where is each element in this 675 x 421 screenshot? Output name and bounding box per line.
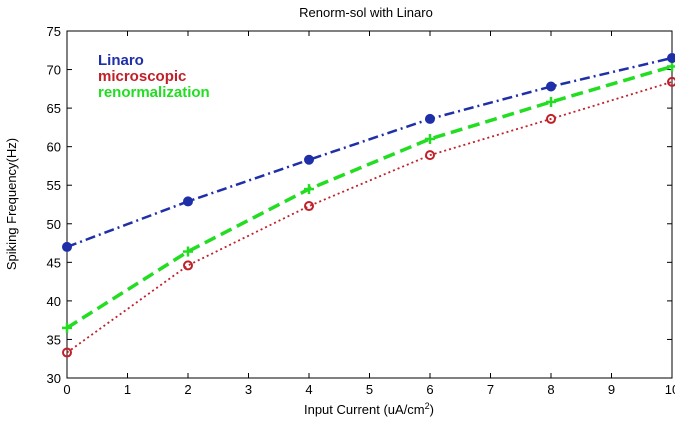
data-point-microscopic — [62, 347, 72, 358]
data-point-microscopic — [667, 76, 675, 87]
x-tick-label: 7 — [487, 382, 494, 397]
x-axis-label: Input Current (uA/cm2) — [304, 401, 434, 417]
y-tick-label: 60 — [47, 140, 61, 155]
plot-area — [66, 30, 673, 379]
data-point-renormalization — [546, 96, 556, 107]
x-axis-label-close: ) — [430, 402, 434, 417]
series-line-renormalization — [66, 64, 673, 330]
chart-title: Renorm-sol with Linaro — [299, 5, 433, 20]
data-point-linaro — [304, 154, 314, 165]
legend-entry-microscopic: microscopic — [98, 68, 186, 85]
x-tick-label: 1 — [124, 382, 131, 397]
data-point-microscopic — [425, 150, 435, 161]
y-tick-label: 40 — [47, 294, 61, 309]
data-point-renormalization — [667, 61, 675, 72]
data-point-microscopic — [546, 113, 556, 124]
x-tick-label: 2 — [184, 382, 191, 397]
data-point-linaro — [546, 81, 556, 92]
x-tick-label: 8 — [547, 382, 554, 397]
y-tick-label: 50 — [47, 217, 61, 232]
series-microscopic — [62, 76, 675, 358]
x-axis-label-text: Input Current (uA/cm — [304, 402, 425, 417]
x-tick-label: 3 — [245, 382, 252, 397]
y-tick-label: 35 — [47, 332, 61, 347]
data-point-linaro — [425, 113, 435, 124]
series-renormalization — [62, 61, 675, 333]
data-point-linaro — [62, 241, 72, 252]
y-axis-label: Spiking Frequency(Hz) — [4, 138, 19, 270]
data-point-microscopic — [183, 260, 193, 271]
x-tick-label: 0 — [63, 382, 70, 397]
data-point-linaro — [667, 52, 675, 63]
series-linaro — [62, 52, 675, 252]
y-tick-label: 45 — [47, 255, 61, 270]
data-point-microscopic — [304, 201, 314, 212]
axis-ticks: 01234567891030354045505560657075 — [47, 24, 675, 397]
x-axis-label-superscript: 2 — [425, 401, 430, 411]
legend-entry-linaro: Linaro — [98, 52, 144, 69]
y-tick-label: 65 — [47, 101, 61, 116]
data-point-renormalization — [425, 133, 435, 144]
data-point-renormalization — [183, 246, 193, 257]
legend-entry-renormalization: renormalization — [98, 84, 210, 101]
data-point-renormalization — [62, 322, 72, 333]
series-line-linaro — [66, 56, 673, 249]
plot-frame — [66, 30, 673, 379]
x-tick-label: 6 — [426, 382, 433, 397]
x-tick-label: 5 — [366, 382, 373, 397]
x-tick-label: 9 — [608, 382, 615, 397]
y-tick-label: 55 — [47, 178, 61, 193]
x-tick-label: 4 — [305, 382, 312, 397]
y-tick-label: 30 — [47, 371, 61, 386]
series-layer — [62, 52, 675, 358]
data-point-renormalization — [304, 184, 314, 195]
x-tick-label: 10 — [665, 382, 675, 397]
y-tick-label: 75 — [47, 24, 61, 39]
y-tick-label: 70 — [47, 63, 61, 78]
data-point-linaro — [183, 196, 193, 207]
